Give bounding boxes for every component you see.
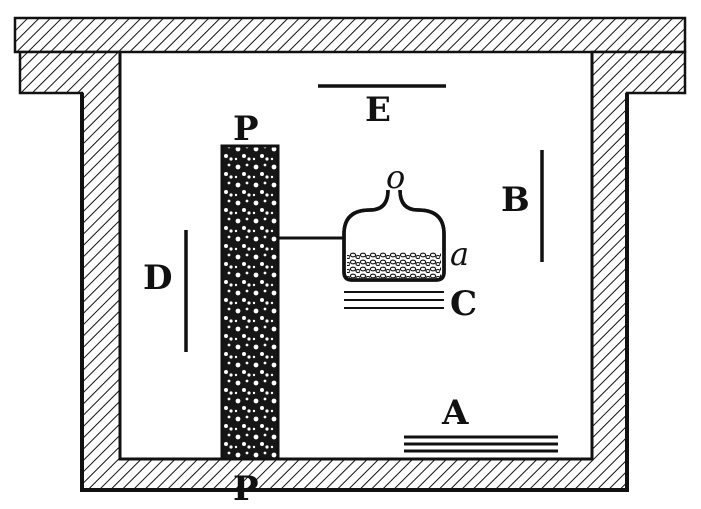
- container-inner-outline: [118, 52, 594, 461]
- lid-slab: [13, 16, 687, 54]
- label-o: o: [386, 158, 405, 196]
- container-outer-outline: [80, 93, 629, 492]
- pillar: [220, 144, 280, 461]
- label-a: A: [441, 393, 469, 433]
- label-p-bottom: P: [233, 469, 259, 509]
- label-e: E: [365, 90, 391, 130]
- vessel-contents: [347, 252, 441, 278]
- label-p-top: P: [233, 109, 259, 149]
- label-d: D: [143, 258, 172, 298]
- label-a-italic: a: [450, 235, 469, 273]
- vessel-outline: [342, 189, 446, 282]
- label-c: C: [450, 284, 477, 324]
- label-b: B: [501, 180, 530, 220]
